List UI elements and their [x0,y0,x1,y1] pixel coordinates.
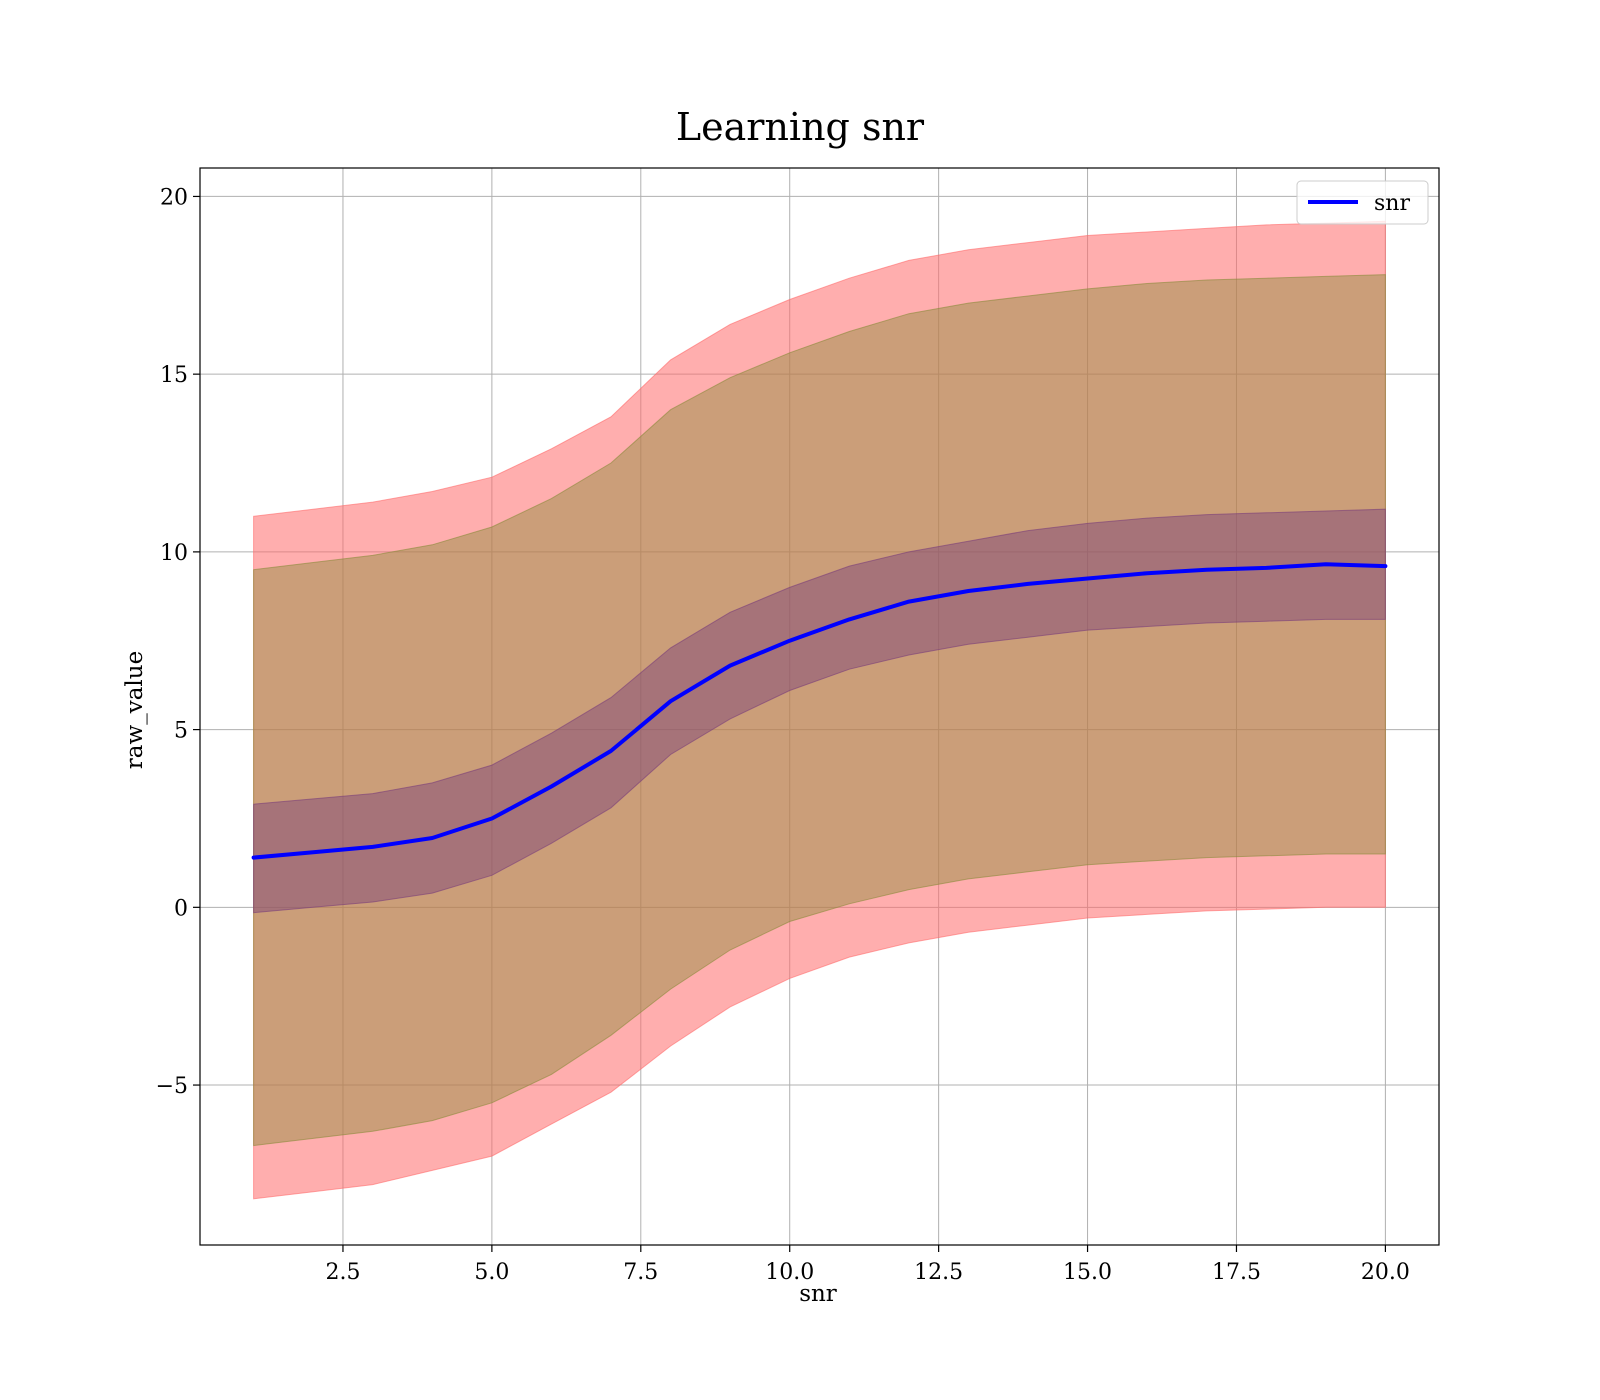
series-line-snr [251,562,1388,860]
plot-frame [199,167,1440,1246]
band-inner [253,508,1386,914]
y-tick-label: 15 [160,363,188,388]
x-tick-label: 5.0 [474,1260,509,1285]
x-tick-label: 2.5 [325,1260,360,1285]
y-axis-ticks: −5 0 5 10 15 20 [156,185,200,1099]
y-tick-label: 10 [160,541,188,566]
x-tick-label: 10.0 [765,1260,814,1285]
y-tick-label: −5 [156,1074,188,1099]
legend-label: snr [1374,191,1410,216]
y-axis-label: raw_value [122,651,148,769]
legend-box [1296,180,1429,225]
y-tick-label: 0 [174,896,188,921]
x-tick-label: 20.0 [1361,1260,1410,1285]
x-tick-label: 7.5 [623,1260,658,1285]
x-axis-label: snr [799,1281,837,1307]
series-lines [251,562,1388,860]
axes-frame [199,167,1440,1246]
band-middle [253,274,1386,1147]
x-tick-label: 15.0 [1063,1260,1112,1285]
x-tick-label: 17.5 [1212,1260,1261,1285]
band-outer [253,220,1386,1200]
confidence-bands [253,220,1386,1200]
y-tick-label: 5 [174,719,188,744]
y-tick-label: 20 [160,185,188,210]
x-axis-ticks: 2.5 5.0 7.5 10.0 12.5 15.0 17.5 20.0 [325,1245,1410,1285]
legend: snr [1296,180,1429,225]
chart-title: Learning snr [676,105,925,149]
x-tick-label: 12.5 [914,1260,963,1285]
